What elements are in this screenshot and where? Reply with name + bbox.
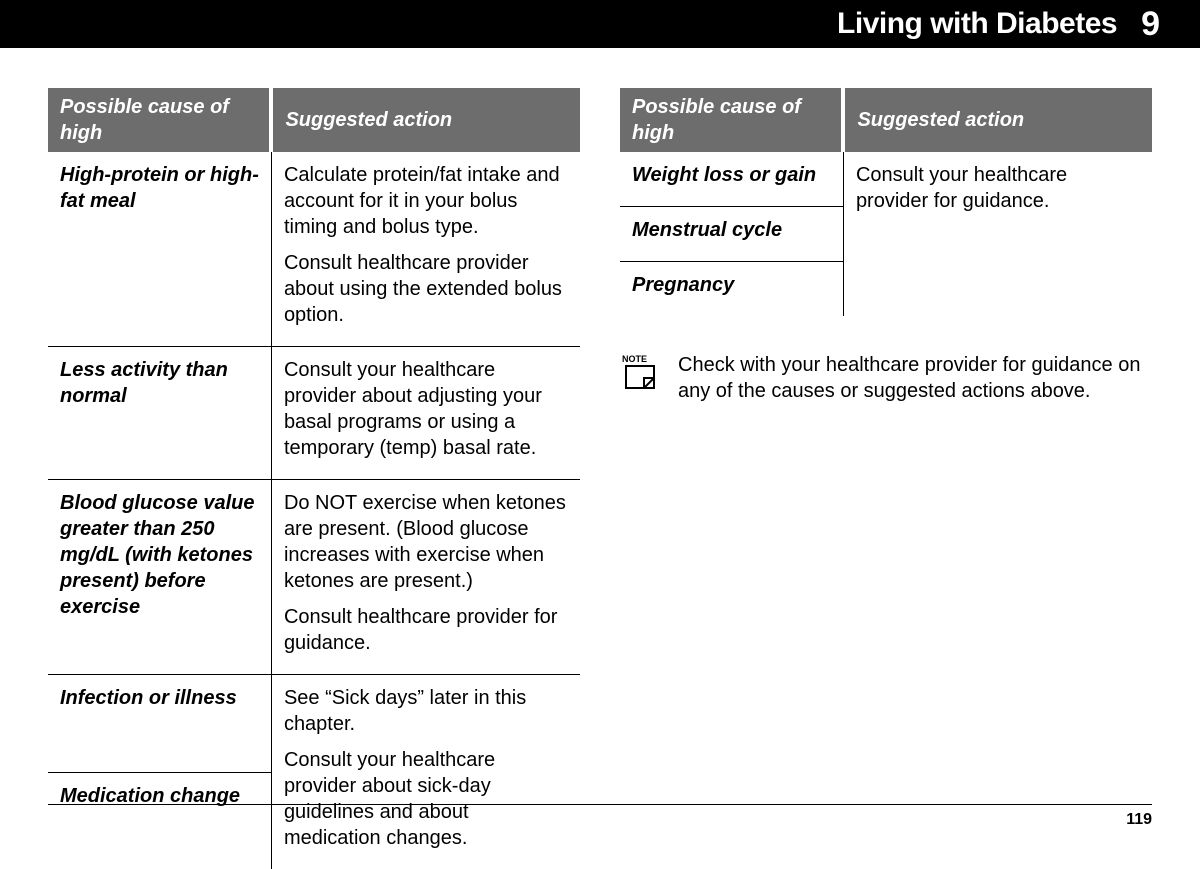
table-header-row: Possible cause of high Suggested action [620,88,1152,152]
action-cell: Consult your healthcare provider for gui… [843,152,1152,316]
right-column: Possible cause of high Suggested action … [620,88,1152,869]
action-text: See “Sick days” later in this chapter. [284,685,568,737]
page-content: Possible cause of high Suggested action … [0,48,1200,869]
cause-cell: Less activity than normal [48,347,271,480]
cause-cell: Weight loss or gain [620,152,843,207]
action-cell: Consult your healthcare provider about a… [271,347,580,480]
col-header-action: Suggested action [271,88,580,152]
note-block: NOTE Check with your healthcare provider… [620,352,1152,404]
action-text: Consult your healthcare provider about a… [284,357,568,461]
action-cell: See “Sick days” later in this chapter. C… [271,675,580,869]
chapter-header: Living with Diabetes 9 [0,0,1200,48]
cause-cell: Pregnancy [620,262,843,317]
chapter-number: 9 [1141,5,1160,44]
col-header-cause: Possible cause of high [48,88,271,152]
table-row: Infection or illness See “Sick days” lat… [48,675,580,773]
cause-cell: High-protein or high-fat meal [48,152,271,347]
action-text: Do NOT exercise when ketones are present… [284,490,568,594]
causes-table-left: Possible cause of high Suggested action … [48,88,580,869]
table-header-row: Possible cause of high Suggested action [48,88,580,152]
action-text: Consult healthcare provider about using … [284,250,568,328]
cause-cell: Infection or illness [48,675,271,773]
note-icon: NOTE [620,352,664,399]
action-text: Consult your healthcare provider about s… [284,747,568,851]
action-text: Calculate protein/fat intake and account… [284,162,568,240]
action-text: Consult healthcare provider for guidance… [284,604,568,656]
note-text: Check with your healthcare provider for … [678,352,1152,404]
page-number: 119 [1126,811,1152,828]
action-text: Consult your healthcare provider for gui… [856,162,1140,214]
chapter-title: Living with Diabetes [837,7,1117,41]
page-footer: 119 [48,804,1152,829]
causes-table-right: Possible cause of high Suggested action … [620,88,1152,316]
cause-cell: Blood glucose value greater than 250 mg/… [48,480,271,675]
col-header-action: Suggested action [843,88,1152,152]
table-row: Weight loss or gain Consult your healthc… [620,152,1152,207]
table-row: Blood glucose value greater than 250 mg/… [48,480,580,675]
table-row: High-protein or high-fat meal Calculate … [48,152,580,347]
table-row: Less activity than normal Consult your h… [48,347,580,480]
cause-cell: Menstrual cycle [620,207,843,262]
col-header-cause: Possible cause of high [620,88,843,152]
left-column: Possible cause of high Suggested action … [48,88,580,869]
note-label-svg: NOTE [622,354,647,364]
action-cell: Calculate protein/fat intake and account… [271,152,580,347]
action-cell: Do NOT exercise when ketones are present… [271,480,580,675]
